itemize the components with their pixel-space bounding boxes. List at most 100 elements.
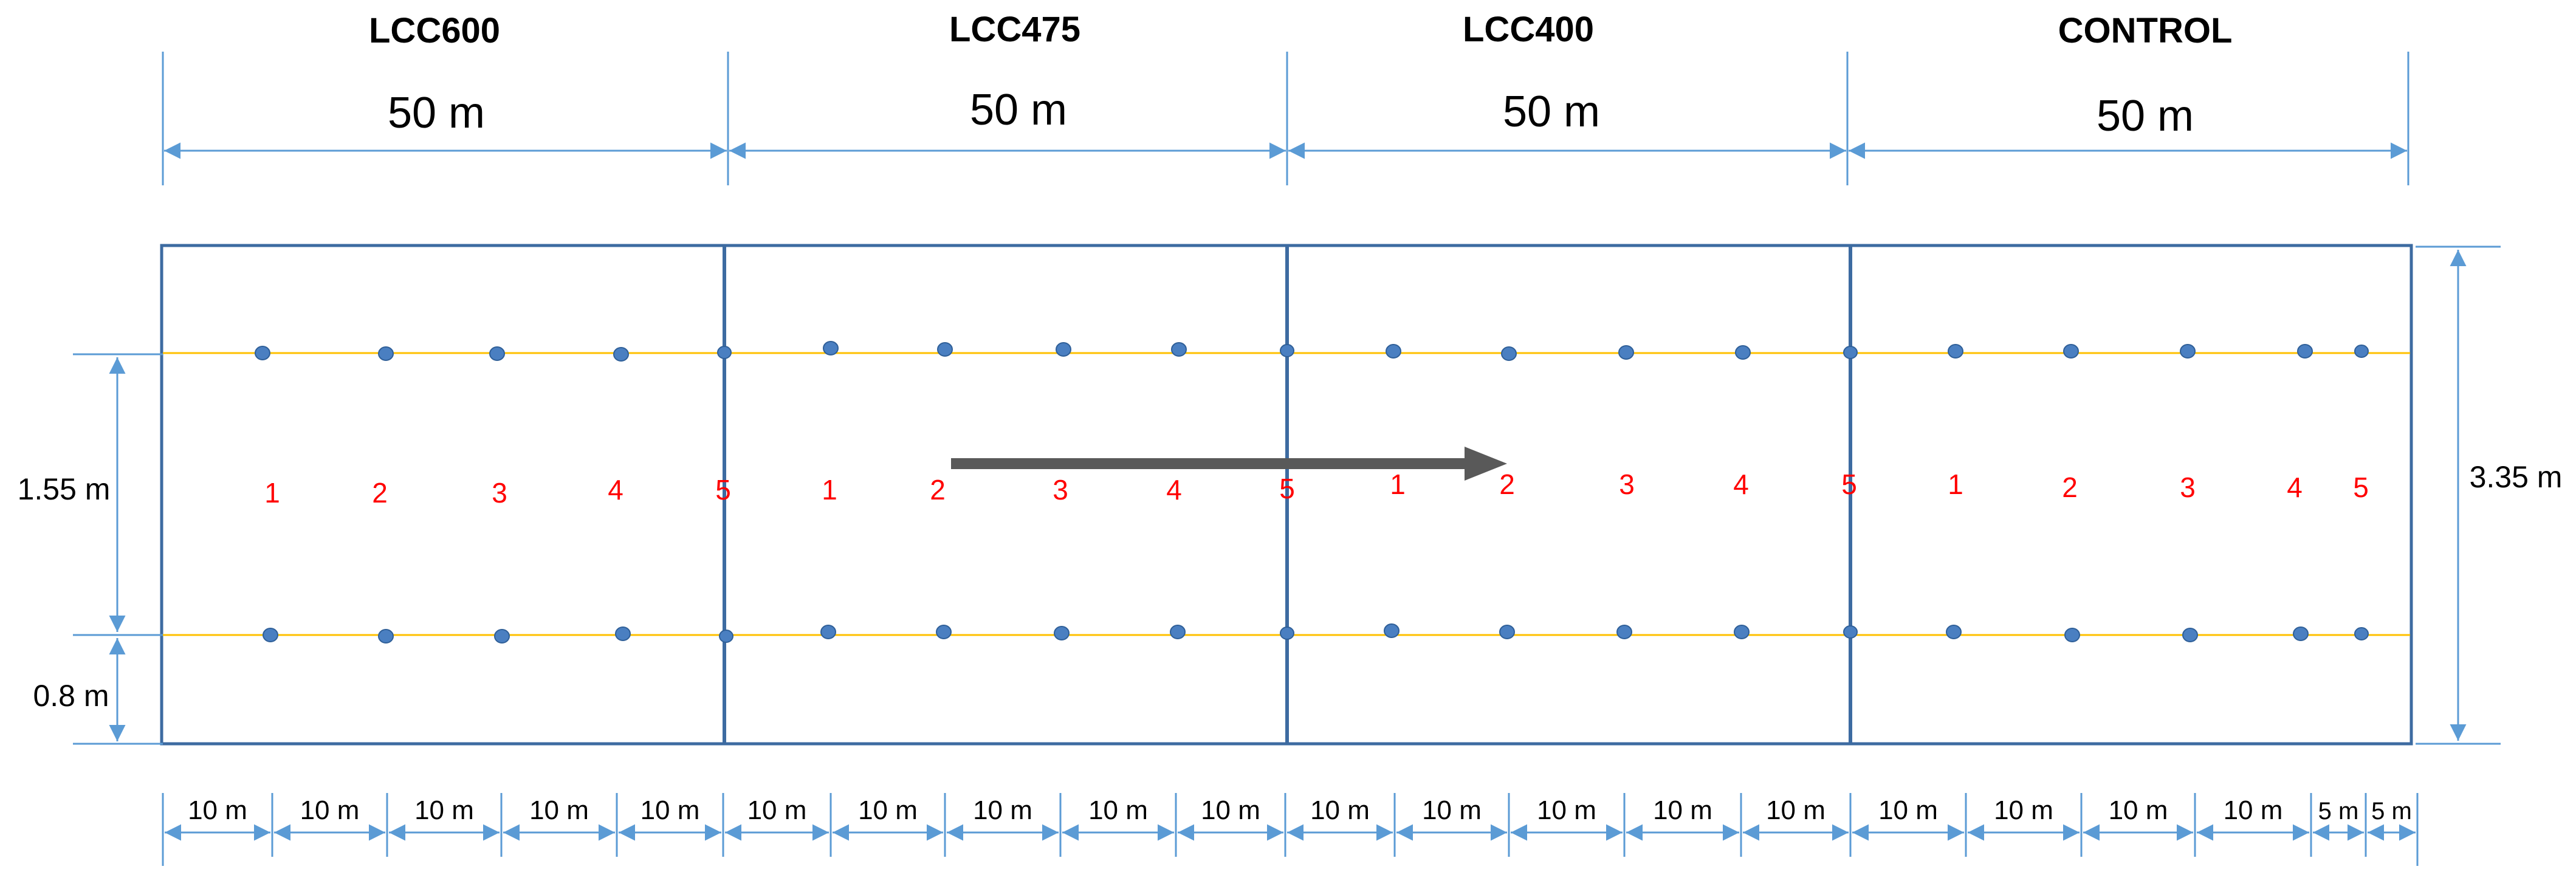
sample-point-label: 4: [608, 474, 623, 506]
sample-point: [1280, 344, 1294, 357]
section-title-control: CONTROL: [2058, 11, 2233, 50]
sample-point-label: 3: [492, 477, 507, 509]
plot-width-label: 3.35 m: [2470, 460, 2563, 494]
sample-point: [489, 346, 505, 361]
lower-sample-points: [263, 623, 2369, 644]
sample-point: [1735, 345, 1751, 360]
sample-point: [1386, 344, 1401, 359]
sample-point: [615, 626, 631, 641]
sample-point: [717, 346, 732, 359]
length-label-lcc400: 50 m: [1503, 88, 1600, 136]
segment-label: 10 m: [1994, 795, 2053, 825]
row-spacing-label: 1.55 m: [18, 472, 111, 506]
segment-label: 10 m: [1422, 795, 1482, 825]
flow-direction-arrow: [951, 447, 1507, 481]
segment-label: 10 m: [300, 795, 360, 825]
section-title-lcc600: LCC600: [369, 11, 500, 50]
length-label-lcc600: 50 m: [388, 89, 485, 137]
sample-point-label: 3: [1053, 474, 1068, 506]
sample-point: [1499, 625, 1515, 639]
segment-label: 10 m: [529, 795, 589, 825]
sample-point-label: 4: [1166, 474, 1182, 506]
sample-point: [820, 625, 836, 639]
sample-point: [937, 342, 953, 357]
sample-point: [1501, 346, 1517, 361]
segment-label: 10 m: [1653, 795, 1712, 825]
section-title-lcc400: LCC400: [1463, 10, 1594, 49]
section-dividers: [723, 245, 1852, 744]
segment-label: 10 m: [1878, 795, 1938, 825]
segment-label: 10 m: [2109, 795, 2168, 825]
sample-point: [1843, 625, 1858, 639]
sample-point: [2293, 626, 2309, 641]
top-dimension-guides: [162, 52, 2409, 185]
sample-point: [2182, 628, 2198, 642]
edge-offset-label: 0.8 m: [33, 679, 109, 713]
sample-point: [1171, 342, 1187, 357]
sample-point: [378, 629, 394, 644]
sample-point-label: 1: [822, 474, 837, 506]
sample-point: [378, 346, 394, 361]
upper-sample-points: [255, 341, 2369, 362]
sample-point: [1948, 344, 1963, 359]
sample-point: [1946, 625, 1962, 639]
sample-point: [1170, 625, 1186, 639]
section-title-lcc475: LCC475: [949, 10, 1080, 49]
sample-point-labels: 1 2 3 4 5 1 2 3 4 5 1 2 3 4 5 1 2 3 4 5: [264, 469, 2369, 509]
sample-point: [1616, 625, 1632, 639]
segment-label: 10 m: [1201, 795, 1260, 825]
sample-point: [719, 630, 733, 643]
segment-label: 5 m: [2318, 798, 2359, 825]
sample-point: [1843, 346, 1858, 359]
length-label-control: 50 m: [2097, 92, 2194, 140]
sample-point: [2063, 344, 2079, 359]
sample-point-label: 3: [2180, 472, 2196, 503]
segment-label: 10 m: [1088, 795, 1148, 825]
segment-label: 10 m: [747, 795, 807, 825]
sample-point: [936, 625, 952, 639]
segment-label: 10 m: [414, 795, 474, 825]
sample-point: [2354, 627, 2369, 640]
sample-point-label: 1: [1390, 469, 1406, 500]
sample-point-label: 2: [930, 474, 946, 506]
sample-point-label: 2: [1499, 469, 1515, 500]
bottom-segment-dimensions: 10 m 10 m 10 m 10 m 10 m 10 m 10 m 10 m 10 m 10 m…: [162, 793, 2419, 866]
sample-point-label: 5: [715, 474, 731, 506]
sample-point-label: 4: [2287, 472, 2303, 503]
sample-point: [823, 341, 839, 355]
segment-label: 10 m: [973, 795, 1032, 825]
sample-point-label: 2: [2062, 472, 2078, 503]
length-label-lcc475: 50 m: [970, 86, 1067, 134]
sample-point-label: 5: [1841, 469, 1857, 500]
sample-point: [494, 629, 510, 644]
sample-point-label: 4: [1733, 469, 1749, 500]
sample-point-label: 3: [1619, 469, 1635, 500]
segment-label: 5 m: [2371, 798, 2412, 825]
sample-point: [2180, 344, 2196, 359]
sample-point: [613, 347, 629, 362]
segment-label: 10 m: [188, 795, 247, 825]
segment-label: 10 m: [1537, 795, 1596, 825]
sample-point: [1618, 345, 1634, 360]
sample-point: [1384, 623, 1400, 638]
sample-point: [2354, 345, 2369, 358]
sample-point-label: 5: [1279, 473, 1295, 504]
sample-point: [2064, 628, 2080, 642]
sample-point: [263, 628, 278, 642]
segment-label: 10 m: [641, 795, 700, 825]
sample-point-label: 2: [372, 477, 388, 509]
right-dimension-guides: [2416, 245, 2501, 745]
sample-point: [1280, 626, 1294, 640]
sample-point-label: 5: [2353, 472, 2369, 503]
segment-label: 10 m: [858, 795, 918, 825]
segment-label: 10 m: [2224, 795, 2283, 825]
left-dimension-guides: [73, 353, 163, 745]
sample-point: [1734, 625, 1750, 639]
sample-point: [1056, 342, 1071, 357]
sample-point: [1054, 626, 1070, 640]
sample-point-label: 1: [264, 477, 280, 509]
segment-label: 10 m: [1310, 795, 1370, 825]
sample-point: [2297, 344, 2313, 359]
sample-point-label: 1: [1948, 469, 1963, 500]
